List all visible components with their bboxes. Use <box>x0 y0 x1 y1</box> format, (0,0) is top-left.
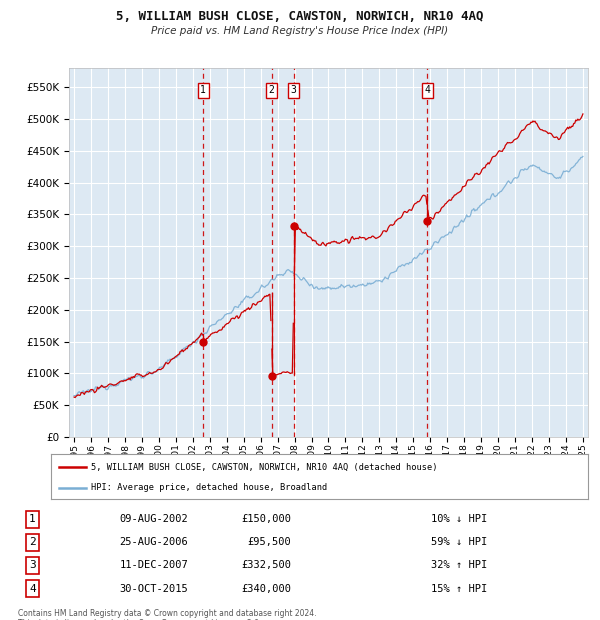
Text: 32% ↑ HPI: 32% ↑ HPI <box>431 560 487 570</box>
Text: 15% ↑ HPI: 15% ↑ HPI <box>431 583 487 594</box>
Text: 59% ↓ HPI: 59% ↓ HPI <box>431 538 487 547</box>
Text: 2: 2 <box>269 86 275 95</box>
Text: 11-DEC-2007: 11-DEC-2007 <box>119 560 188 570</box>
Text: 5, WILLIAM BUSH CLOSE, CAWSTON, NORWICH, NR10 4AQ: 5, WILLIAM BUSH CLOSE, CAWSTON, NORWICH,… <box>116 10 484 23</box>
Text: 25-AUG-2006: 25-AUG-2006 <box>119 538 188 547</box>
Text: £95,500: £95,500 <box>248 538 292 547</box>
Text: 10% ↓ HPI: 10% ↓ HPI <box>431 515 487 525</box>
Text: Price paid vs. HM Land Registry's House Price Index (HPI): Price paid vs. HM Land Registry's House … <box>151 26 449 36</box>
Text: 3: 3 <box>29 560 36 570</box>
Text: 2: 2 <box>29 538 36 547</box>
Text: 3: 3 <box>291 86 296 95</box>
Text: £332,500: £332,500 <box>241 560 292 570</box>
Text: 1: 1 <box>200 86 206 95</box>
Text: 1: 1 <box>29 515 36 525</box>
Text: £150,000: £150,000 <box>241 515 292 525</box>
Text: 30-OCT-2015: 30-OCT-2015 <box>119 583 188 594</box>
Text: 4: 4 <box>424 86 430 95</box>
Text: 09-AUG-2002: 09-AUG-2002 <box>119 515 188 525</box>
Text: Contains HM Land Registry data © Crown copyright and database right 2024.
This d: Contains HM Land Registry data © Crown c… <box>18 609 317 620</box>
Text: HPI: Average price, detached house, Broadland: HPI: Average price, detached house, Broa… <box>91 484 328 492</box>
Text: 5, WILLIAM BUSH CLOSE, CAWSTON, NORWICH, NR10 4AQ (detached house): 5, WILLIAM BUSH CLOSE, CAWSTON, NORWICH,… <box>91 463 438 471</box>
Text: £340,000: £340,000 <box>241 583 292 594</box>
Text: 4: 4 <box>29 583 36 594</box>
